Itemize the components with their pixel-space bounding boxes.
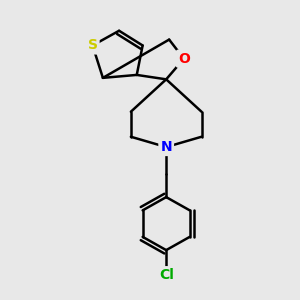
Text: S: S bbox=[88, 38, 98, 52]
Text: Cl: Cl bbox=[159, 268, 174, 282]
Text: N: N bbox=[160, 140, 172, 154]
Text: O: O bbox=[178, 52, 190, 66]
